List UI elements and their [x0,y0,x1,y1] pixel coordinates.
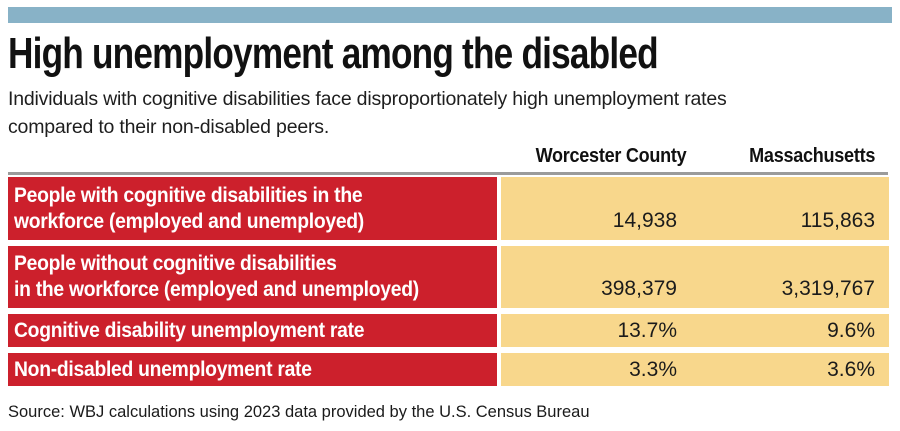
cell-divider [497,246,501,308]
table-top-rule [8,172,888,175]
top-accent-bar [8,7,892,23]
subtitle-line-2: compared to their non-disabled peers. [8,115,330,138]
row-label-line: in the workforce (employed and unemploye… [14,278,419,301]
value-massachusetts: 9.6% [827,318,875,342]
column-header-massachusetts: Massachusetts [749,144,875,167]
row-label-cell: Cognitive disability unemployment rate [8,314,497,347]
value-massachusetts: 115,863 [800,209,875,232]
cell-divider [497,177,501,240]
page-title: High unemployment among the disabled [8,29,659,78]
cell-divider [497,314,501,347]
row-label-line: People with cognitive disabilities in th… [14,183,363,207]
row-label-line: workforce (employed and unemployed) [14,209,364,233]
value-worcester-county: 13.7% [617,318,677,342]
row-label-cell: People without cognitive disabilities in… [8,246,497,308]
subtitle-line-1: Individuals with cognitive disabilities … [8,88,727,110]
data-table: People with cognitive disabilities in th… [8,177,889,392]
row-values-cell: 14,938 115,863 [501,177,889,240]
column-header-worcester-county: Worcester County [535,144,686,167]
row-label-cell: People with cognitive disabilities in th… [8,177,497,240]
value-worcester-county: 398,379 [601,277,677,300]
value-worcester-county: 3.3% [629,357,677,381]
row-label-cell: Non-disabled unemployment rate [8,353,497,386]
row-values-cell: 13.7% 9.6% [501,314,889,347]
row-values-cell: 3.3% 3.6% [501,353,889,386]
row-label-line: Cognitive disability unemployment rate [14,318,365,342]
row-label-line: Non-disabled unemployment rate [14,357,312,381]
row-values-cell: 398,379 3,319,767 [501,246,889,308]
value-massachusetts: 3.6% [827,357,875,381]
table-row-without-disabilities-workforce: People without cognitive disabilities in… [8,246,889,308]
table-row-non-disabled-unemployment-rate: Non-disabled unemployment rate 3.3% 3.6% [8,353,889,386]
subtitle: Individuals with cognitive disabilities … [8,86,727,141]
value-worcester-county: 14,938 [612,209,677,232]
source-attribution: Source: WBJ calculations using 2023 data… [8,403,590,421]
value-massachusetts: 3,319,767 [781,277,875,300]
column-headers: Worcester County Massachusetts [8,142,889,170]
table-row-with-disabilities-workforce: People with cognitive disabilities in th… [8,177,889,240]
row-label-line: People without cognitive disabilities [14,252,337,275]
table-row-cognitive-disability-unemployment-rate: Cognitive disability unemployment rate 1… [8,314,889,347]
cell-divider [497,353,501,386]
